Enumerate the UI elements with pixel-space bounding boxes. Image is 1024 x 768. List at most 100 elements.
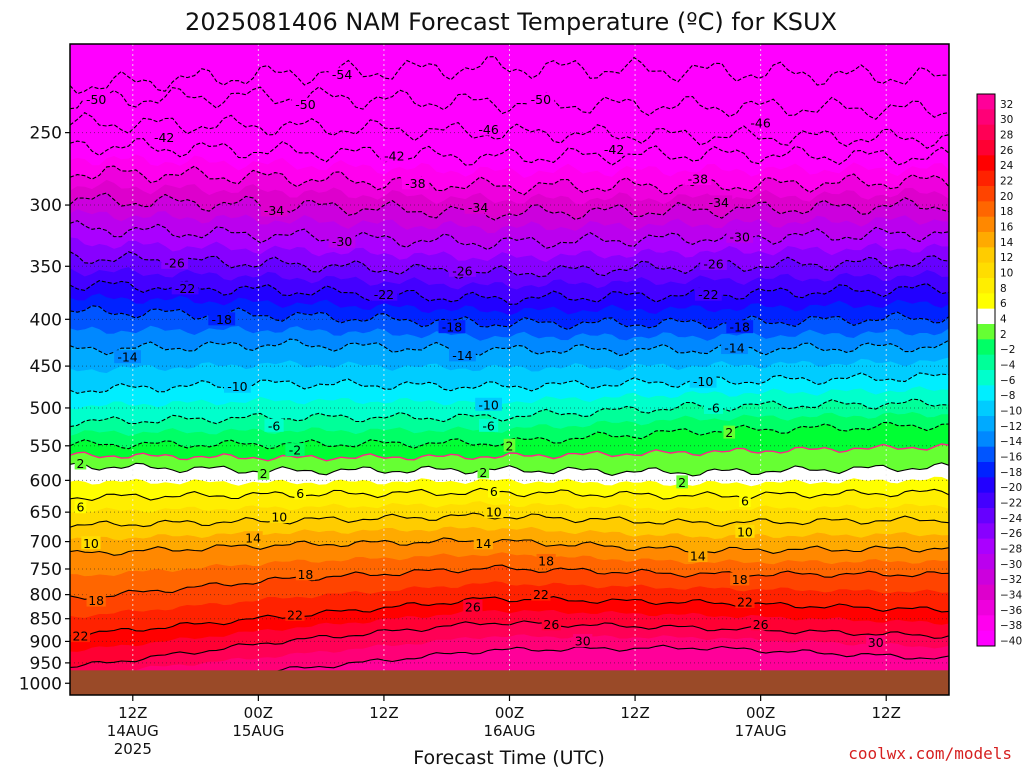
contour-label: 2 bbox=[76, 456, 84, 471]
isotherm-line bbox=[70, 421, 949, 450]
colorbar-swatch bbox=[977, 615, 995, 632]
contour-label: -14 bbox=[452, 348, 472, 363]
colorbar-label: 30 bbox=[1000, 114, 1013, 126]
y-tick-label: 750 bbox=[30, 560, 62, 580]
isotherm-line bbox=[70, 251, 949, 280]
contour-label-bg bbox=[161, 255, 189, 269]
colorbar-label: −4 bbox=[1000, 360, 1016, 372]
colorbar-label: 10 bbox=[1000, 268, 1013, 280]
x-tick-date: 16AUG bbox=[484, 722, 536, 740]
contour-label: -54 bbox=[332, 67, 352, 82]
colorbar-label: 14 bbox=[1000, 237, 1014, 249]
colorbar-label: −6 bbox=[1000, 375, 1016, 387]
isotherm-line bbox=[70, 398, 949, 428]
contour-label-bg bbox=[541, 617, 561, 631]
colorbar-swatch bbox=[977, 385, 995, 402]
colorbar-swatch bbox=[977, 232, 995, 248]
y-tick-label: 400 bbox=[30, 310, 62, 330]
contour-label: -6 bbox=[482, 418, 495, 433]
colorbar-swatch bbox=[977, 262, 995, 279]
colorbar: 32 30 28 26 24 22 20 18 16 14 12 10 8 6 4 2 −2 −4 −6 −8 −10 −… bbox=[976, 93, 1022, 648]
colorbar-swatch bbox=[977, 354, 995, 371]
colorbar-label: −8 bbox=[1000, 390, 1015, 402]
contour-label: 30 bbox=[575, 633, 591, 648]
x-tick-year: 2025 bbox=[114, 740, 152, 758]
y-tick-label: 300 bbox=[30, 196, 62, 216]
contour-label: -42 bbox=[384, 148, 404, 163]
colorbar-swatch bbox=[977, 155, 995, 172]
colorbar-label: 32 bbox=[1000, 99, 1013, 111]
colorbar-label: −34 bbox=[1000, 590, 1022, 602]
freezing-line bbox=[70, 443, 949, 462]
x-tick-date: 15AUG bbox=[232, 722, 284, 740]
contour-label: 10 bbox=[271, 510, 287, 525]
isotherm-line bbox=[70, 620, 949, 668]
contour-label: -14 bbox=[724, 341, 744, 356]
contour-label-bg bbox=[600, 142, 628, 156]
colorbar-swatch bbox=[977, 523, 995, 540]
contour-label-bg bbox=[269, 510, 289, 524]
y-tick-label: 1000 bbox=[19, 674, 62, 694]
colorbar-label: 2 bbox=[1000, 329, 1007, 341]
colorbar-label: −26 bbox=[1000, 528, 1022, 540]
contour-label-bg bbox=[401, 176, 429, 190]
contour-label: 22 bbox=[737, 595, 753, 610]
colorbar-swatch bbox=[977, 201, 995, 218]
x-tick-label: 00Z bbox=[495, 704, 524, 722]
contour-label-bg bbox=[531, 587, 551, 601]
contour-label: 26 bbox=[465, 599, 481, 614]
y-tick-label: 650 bbox=[30, 503, 62, 523]
contour-label-bg bbox=[74, 456, 87, 470]
x-tick-date: 17AUG bbox=[735, 722, 787, 740]
colorbar-label: 8 bbox=[1000, 283, 1007, 295]
colorbar-swatch bbox=[977, 538, 995, 555]
contour-label: 18 bbox=[88, 593, 104, 608]
contour-label-bg bbox=[735, 524, 755, 538]
y-axis: 2503003504004505005506006507007508008509… bbox=[19, 124, 70, 694]
y-tick-label: 950 bbox=[30, 654, 62, 674]
contour-label-bg bbox=[260, 203, 288, 217]
colorbar-label: 28 bbox=[1000, 130, 1013, 142]
contour-label: 6 bbox=[490, 484, 498, 499]
colorbar-label: 12 bbox=[1000, 252, 1013, 264]
contour-label: -10 bbox=[227, 379, 247, 394]
colorbar-swatch bbox=[977, 446, 995, 463]
contour-label-bg bbox=[86, 593, 106, 607]
colorbar-label: −16 bbox=[1000, 452, 1022, 464]
contour-label-bg bbox=[380, 148, 408, 162]
contour-label-bg bbox=[478, 418, 499, 432]
contour-label: -10 bbox=[693, 374, 713, 389]
contour-label: -22 bbox=[374, 287, 394, 302]
x-axis-title: Forecast Time (UTC) bbox=[413, 747, 604, 768]
contour-label: 6 bbox=[76, 500, 84, 515]
y-tick-label: 450 bbox=[30, 357, 62, 377]
isotherm-line bbox=[70, 112, 949, 149]
contour-label-bg bbox=[688, 549, 708, 563]
isotherm-line bbox=[70, 56, 949, 95]
isotherm-line bbox=[70, 137, 949, 166]
contour-label: -38 bbox=[405, 176, 425, 191]
colorbar-label: −32 bbox=[1000, 574, 1022, 586]
chart-title: 2025081406 NAM Forecast Temperature (ºC)… bbox=[185, 8, 837, 36]
contour-label: 22 bbox=[533, 587, 549, 602]
y-tick-label: 250 bbox=[30, 124, 62, 144]
y-tick-label: 350 bbox=[30, 257, 62, 277]
colorbar-swatch bbox=[977, 416, 995, 432]
colorbar-swatch bbox=[977, 186, 995, 202]
contour-label-bg bbox=[700, 256, 727, 270]
contour-label-bg bbox=[208, 312, 236, 326]
contour-label-bg bbox=[257, 466, 270, 480]
contour-label-bg bbox=[751, 617, 771, 631]
y-tick-label: 850 bbox=[30, 610, 62, 630]
contour-label: -2 bbox=[289, 443, 301, 458]
contour-label: 10 bbox=[83, 536, 99, 551]
contour-label: -26 bbox=[703, 256, 723, 271]
contour-label-bg bbox=[475, 122, 502, 136]
contour-label: -10 bbox=[478, 397, 498, 412]
colorbar-label: 20 bbox=[1000, 191, 1013, 203]
contour-label: -42 bbox=[604, 142, 624, 157]
colorbar-label: −18 bbox=[1000, 467, 1022, 479]
contour-label-bg bbox=[739, 494, 751, 508]
colorbar-swatch bbox=[977, 554, 995, 570]
contour-label-bg bbox=[730, 572, 750, 586]
